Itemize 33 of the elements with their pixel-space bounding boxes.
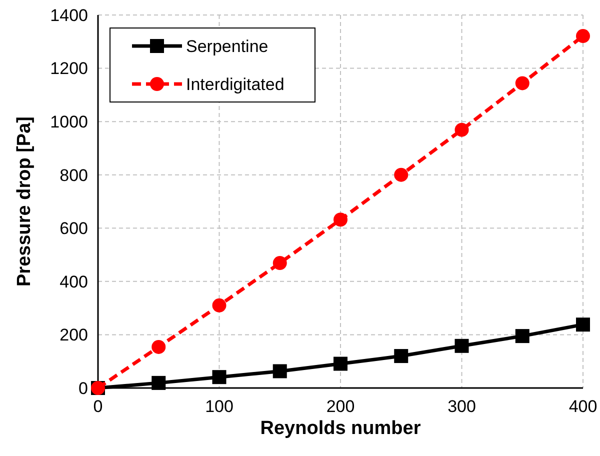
x-axis-title: Reynolds number — [260, 418, 422, 439]
x-tick-label: 400 — [568, 397, 598, 416]
x-tick-label: 200 — [326, 397, 355, 416]
x-tick-label: 300 — [448, 397, 476, 416]
point — [334, 212, 348, 227]
x-tick-label: 100 — [205, 397, 234, 416]
legend-label: Serpentine — [186, 36, 268, 56]
point — [334, 356, 348, 371]
y-tick-label: 400 — [60, 272, 88, 292]
point — [454, 338, 469, 353]
x-tick-label: 0 — [93, 397, 103, 416]
point — [272, 256, 287, 270]
point — [152, 376, 166, 390]
y-tick-label: 1000 — [50, 112, 88, 132]
y-tick-label: 1400 — [50, 6, 88, 25]
point — [576, 318, 590, 332]
point — [212, 370, 226, 384]
y-tick-label: 800 — [60, 166, 88, 185]
legend-label: Interdigitated — [186, 74, 284, 94]
point — [394, 349, 408, 364]
y-tick-label: 0 — [78, 378, 88, 398]
point — [576, 29, 590, 44]
point — [152, 340, 166, 354]
point — [454, 122, 469, 137]
point — [515, 329, 530, 344]
point — [394, 168, 408, 182]
y-tick-label: 600 — [60, 219, 88, 238]
y-tick-label: 1200 — [50, 59, 88, 78]
point — [272, 364, 287, 378]
point — [212, 298, 226, 312]
y-axis-title: Pressure drop [Pa] — [14, 116, 35, 286]
point — [515, 76, 530, 90]
y-tick-label: 200 — [60, 326, 88, 345]
